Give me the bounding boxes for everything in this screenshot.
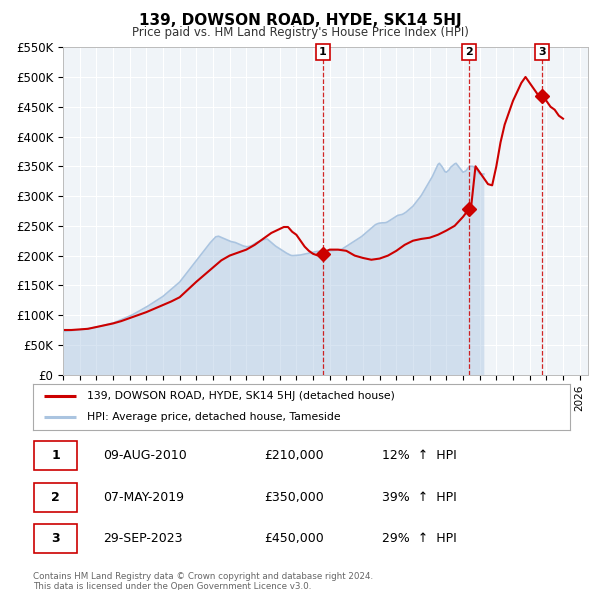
- Text: 139, DOWSON ROAD, HYDE, SK14 5HJ (detached house): 139, DOWSON ROAD, HYDE, SK14 5HJ (detach…: [87, 391, 395, 401]
- Text: 1: 1: [319, 47, 327, 57]
- Text: 09-AUG-2010: 09-AUG-2010: [103, 449, 187, 463]
- Text: 2: 2: [51, 490, 60, 504]
- Text: 3: 3: [538, 47, 546, 57]
- Text: 29-SEP-2023: 29-SEP-2023: [103, 532, 182, 545]
- Text: HPI: Average price, detached house, Tameside: HPI: Average price, detached house, Tame…: [87, 412, 340, 422]
- Text: Price paid vs. HM Land Registry's House Price Index (HPI): Price paid vs. HM Land Registry's House …: [131, 26, 469, 39]
- Text: 12%  ↑  HPI: 12% ↑ HPI: [382, 449, 457, 463]
- Text: Contains HM Land Registry data © Crown copyright and database right 2024.: Contains HM Land Registry data © Crown c…: [33, 572, 373, 581]
- Text: 1: 1: [51, 449, 60, 463]
- Text: 29%  ↑  HPI: 29% ↑ HPI: [382, 532, 457, 545]
- Text: This data is licensed under the Open Government Licence v3.0.: This data is licensed under the Open Gov…: [33, 582, 311, 590]
- Text: 07-MAY-2019: 07-MAY-2019: [103, 490, 184, 504]
- Text: £210,000: £210,000: [264, 449, 323, 463]
- Text: 2: 2: [465, 47, 473, 57]
- FancyBboxPatch shape: [34, 524, 77, 553]
- Text: 39%  ↑  HPI: 39% ↑ HPI: [382, 490, 457, 504]
- FancyBboxPatch shape: [34, 483, 77, 512]
- Text: 139, DOWSON ROAD, HYDE, SK14 5HJ: 139, DOWSON ROAD, HYDE, SK14 5HJ: [139, 13, 461, 28]
- Text: £350,000: £350,000: [264, 490, 323, 504]
- FancyBboxPatch shape: [34, 441, 77, 470]
- Text: £450,000: £450,000: [264, 532, 323, 545]
- Text: 3: 3: [51, 532, 60, 545]
